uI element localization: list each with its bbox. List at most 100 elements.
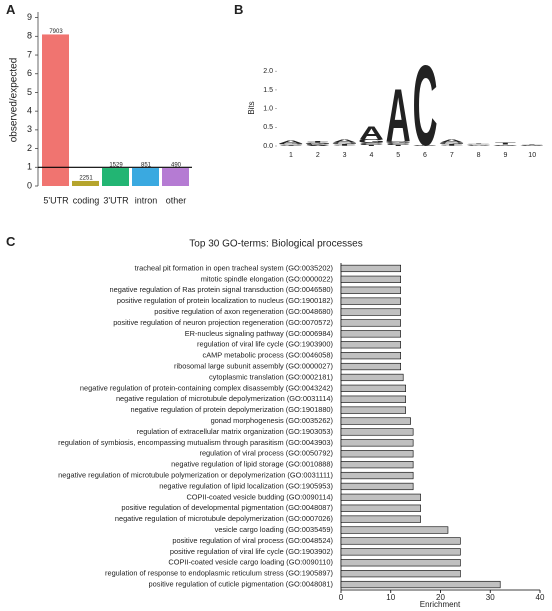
x-tick-label: 9 bbox=[503, 152, 507, 159]
y-tick-label: 1 bbox=[27, 162, 32, 172]
y-tick-label: positive regulation of cuticle pigmentat… bbox=[149, 580, 333, 589]
y-tick-label: 9 bbox=[27, 12, 32, 22]
x-tick-label: 7 bbox=[450, 152, 454, 159]
logo-letter: T bbox=[414, 145, 435, 146]
logo-letter: C bbox=[413, 42, 438, 169]
y-tick-label: positive regulation of neuron projection… bbox=[113, 318, 333, 327]
bar bbox=[340, 537, 461, 545]
x-axis-title: Enrichment bbox=[420, 600, 461, 609]
count-label: 1529 bbox=[109, 163, 123, 169]
bar bbox=[340, 504, 421, 512]
y-tick-label: 2 bbox=[27, 143, 32, 153]
chart-title: Top 30 GO-terms: Biological processes bbox=[189, 239, 362, 250]
y-tick-label: negative regulation of protein-containin… bbox=[80, 383, 333, 392]
bar bbox=[340, 275, 402, 283]
x-tick-label: 1 bbox=[289, 152, 293, 159]
logo-letter: C bbox=[332, 145, 357, 146]
y-tick-label: 4 bbox=[27, 106, 32, 116]
x-tick-label: 6 bbox=[423, 152, 427, 159]
y-tick-label: 8 bbox=[27, 31, 32, 41]
count-label: 2251 bbox=[79, 176, 93, 182]
x-tick-label: 4 bbox=[369, 152, 373, 159]
x-tick-label: 5'UTR bbox=[43, 195, 69, 205]
y-tick-label: cytoplasmic translation (GO:0002181) bbox=[209, 372, 333, 381]
logo-letter: T bbox=[468, 143, 489, 144]
bar bbox=[340, 308, 402, 316]
logo-letter: C bbox=[279, 145, 304, 146]
y-tick-label: 0.0 bbox=[263, 143, 273, 150]
bar bbox=[340, 297, 402, 305]
y-tick-label: regulation of extracellular matrix organ… bbox=[137, 427, 333, 436]
logo-letter: A bbox=[413, 146, 438, 147]
logo-letter: C bbox=[359, 143, 384, 146]
x-tick-label: coding bbox=[73, 195, 100, 205]
logo-letter: T bbox=[280, 144, 301, 145]
y-tick-label: regulation of response to endoplasmic re… bbox=[105, 569, 333, 578]
y-tick-label: regulation of viral life cycle (GO:19039… bbox=[197, 340, 333, 349]
logo-letter: A bbox=[493, 146, 518, 147]
bar bbox=[340, 330, 402, 338]
x-tick-label: 20 bbox=[436, 593, 445, 602]
bar bbox=[72, 180, 99, 186]
logo-letter: T bbox=[522, 144, 543, 145]
bar bbox=[340, 319, 402, 327]
panel-label: B bbox=[234, 2, 243, 17]
bar bbox=[340, 286, 402, 294]
bar bbox=[162, 168, 189, 186]
y-tick-label: 3 bbox=[27, 124, 32, 134]
y-axis-title: Bits bbox=[247, 101, 256, 114]
logo-letter: T bbox=[495, 142, 516, 145]
x-tick-label: 40 bbox=[536, 593, 545, 602]
y-tick-label: 5 bbox=[27, 87, 32, 97]
logo-letter: G bbox=[492, 144, 519, 145]
panel-label: C bbox=[6, 234, 16, 249]
y-tick-label: mitotic spindle elongation (GO:0000022) bbox=[201, 274, 333, 283]
bar bbox=[340, 264, 402, 273]
bar bbox=[340, 428, 414, 436]
y-tick-label: tracheal pit formation in open tracheal … bbox=[135, 263, 333, 272]
logo-letter: G bbox=[412, 145, 439, 146]
x-tick-label: 0 bbox=[339, 593, 344, 602]
y-tick-label: negative regulation of microtubule depol… bbox=[115, 514, 333, 523]
y-tick-label: COPII-coated vesicle cargo loading (GO:0… bbox=[168, 558, 333, 567]
panel-label: A bbox=[6, 2, 16, 17]
bar bbox=[340, 461, 414, 469]
count-label: 851 bbox=[141, 163, 152, 169]
logo-letter: C bbox=[520, 145, 545, 146]
logo-letter: A bbox=[359, 123, 384, 143]
bar bbox=[340, 395, 406, 403]
y-tick-label: positive regulation of viral process (GO… bbox=[172, 536, 333, 545]
y-tick-label: negative regulation of lipid localizatio… bbox=[159, 481, 333, 490]
bar bbox=[340, 406, 406, 414]
y-tick-label: COPII-coated vesicle budding (GO:0090114… bbox=[186, 492, 333, 501]
y-tick-label: 2.0 bbox=[263, 68, 273, 75]
x-tick-label: 30 bbox=[486, 593, 495, 602]
logo-letter: A bbox=[466, 145, 491, 146]
logo-letter: A bbox=[279, 140, 304, 145]
logo-letter: A bbox=[332, 139, 357, 144]
logo-letter: T bbox=[307, 141, 328, 143]
bar bbox=[340, 417, 411, 425]
y-tick-label: negative regulation of Ras protein signa… bbox=[110, 285, 334, 294]
y-tick-label: positive regulation of viral life cycle … bbox=[170, 547, 333, 556]
bar bbox=[102, 168, 129, 186]
count-label: 490 bbox=[171, 163, 182, 169]
y-tick-label: 0 bbox=[27, 180, 32, 190]
y-tick-label: negative regulation of microtubule depol… bbox=[116, 394, 333, 403]
x-tick-label: 8 bbox=[477, 152, 481, 159]
y-tick-label: negative regulation of protein depolymer… bbox=[130, 405, 333, 414]
bar bbox=[340, 352, 402, 360]
bar bbox=[132, 168, 159, 186]
bar bbox=[340, 570, 461, 578]
y-tick-label: regulation of viral process (GO:0050792) bbox=[199, 449, 333, 458]
x-tick-label: 10 bbox=[528, 152, 536, 159]
y-tick-label: gonad morphogenesis (GO:0035262) bbox=[211, 416, 333, 425]
bar bbox=[340, 526, 449, 534]
logo-letter: C bbox=[439, 145, 464, 146]
bar bbox=[340, 450, 414, 458]
count-label: 7903 bbox=[49, 29, 63, 35]
y-tick-label: 1.5 bbox=[263, 87, 273, 94]
bar bbox=[340, 362, 402, 371]
logo-letter: C bbox=[493, 145, 518, 146]
